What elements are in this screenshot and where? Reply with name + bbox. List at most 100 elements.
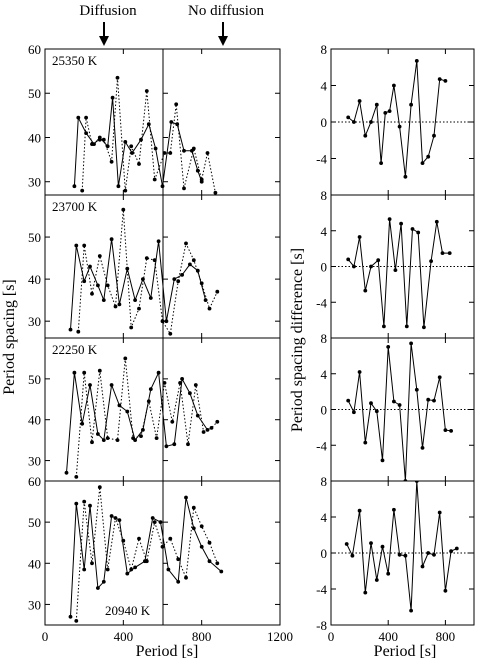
data-point	[90, 561, 94, 566]
data-point	[152, 520, 157, 524]
left-panel-row-3: 30 40 50 22250 K	[28, 337, 281, 482]
data-point	[422, 325, 426, 330]
xlabel-right: Period [s]	[374, 643, 437, 660]
data-point	[137, 162, 141, 166]
data-point	[84, 115, 88, 120]
data-point	[68, 614, 73, 619]
data-point	[432, 552, 436, 557]
data-point	[346, 115, 351, 120]
data-point	[162, 151, 167, 155]
data-point	[160, 184, 165, 189]
series-line-solid	[347, 343, 452, 481]
data-point	[123, 140, 128, 144]
data-point	[180, 377, 185, 381]
data-point	[380, 544, 385, 549]
data-point	[363, 288, 368, 293]
data-point	[392, 399, 396, 404]
data-point	[88, 264, 92, 269]
data-point	[380, 458, 385, 463]
x-tick-label: 0	[328, 629, 335, 644]
data-point	[420, 564, 425, 569]
data-point	[164, 319, 169, 324]
series-line-solid	[70, 239, 207, 330]
y-tick-label: 0	[321, 403, 328, 418]
data-point	[97, 368, 102, 373]
data-point	[88, 383, 92, 387]
y-tick-label: 0	[321, 260, 328, 275]
data-point	[426, 551, 431, 555]
y-tick-label: -4	[316, 582, 327, 597]
data-point	[150, 516, 155, 520]
data-point	[215, 289, 220, 294]
y-tick-label: 8	[321, 188, 328, 203]
series-line-solid	[73, 97, 203, 187]
data-point	[133, 298, 138, 302]
data-point	[76, 329, 81, 334]
series-line-solid	[347, 219, 450, 328]
data-point	[178, 381, 183, 385]
data-point	[90, 291, 94, 296]
y-tick-label: -4	[316, 152, 327, 167]
data-point	[125, 571, 130, 576]
left-panel-row-2: 30 40 50 23700 K	[28, 194, 281, 339]
data-point	[148, 387, 153, 391]
data-point	[443, 428, 448, 432]
y-tick-label: 4	[321, 79, 328, 94]
data-point	[382, 324, 386, 329]
header-diffusion: Diffusion	[79, 3, 137, 19]
y-tick-label: 40	[28, 413, 41, 428]
data-point	[158, 520, 163, 524]
x-tick-label: 800	[192, 629, 212, 644]
series-line-solid	[66, 370, 208, 473]
data-point	[156, 370, 161, 375]
data-point	[443, 588, 448, 593]
data-point	[397, 124, 402, 129]
data-point	[219, 569, 224, 574]
data-point	[416, 230, 421, 235]
data-point	[397, 403, 402, 407]
data-point	[68, 327, 73, 332]
data-point	[443, 79, 448, 83]
plot-area	[64, 356, 220, 479]
data-point	[76, 115, 81, 120]
data-point	[109, 383, 114, 387]
header-no-diffusion: No diffusion	[188, 3, 264, 19]
data-point	[110, 95, 115, 100]
data-point	[409, 341, 413, 346]
data-point	[125, 409, 130, 414]
arrow-no-diffusion	[218, 22, 228, 46]
data-point	[172, 277, 177, 281]
data-point	[168, 151, 173, 155]
data-point	[352, 410, 356, 415]
data-point	[129, 567, 134, 572]
data-point	[144, 559, 149, 564]
y-tick-label: 50	[28, 372, 41, 387]
data-point	[387, 109, 392, 113]
y-tick-label: 30	[28, 314, 41, 329]
data-point	[90, 142, 94, 147]
data-point	[437, 77, 442, 81]
data-point	[176, 279, 181, 284]
data-point	[162, 381, 167, 385]
data-point	[193, 383, 198, 387]
data-point	[449, 549, 453, 554]
data-point	[160, 319, 165, 324]
data-point	[168, 331, 173, 336]
y-tick-label: 50	[28, 515, 41, 530]
data-point	[195, 168, 200, 173]
data-point	[184, 495, 188, 500]
data-point	[146, 399, 151, 404]
y-tick-label: 30	[28, 175, 41, 190]
data-point	[115, 75, 120, 80]
plot-area	[346, 217, 452, 330]
data-point	[152, 177, 157, 182]
data-point	[437, 375, 442, 380]
data-point	[392, 83, 396, 88]
right-panel-row-1: -4 0 4 8	[316, 42, 475, 196]
data-point	[434, 219, 439, 224]
data-point	[369, 401, 373, 406]
data-point	[374, 578, 379, 582]
data-point	[123, 188, 128, 193]
plot-area	[68, 207, 220, 336]
